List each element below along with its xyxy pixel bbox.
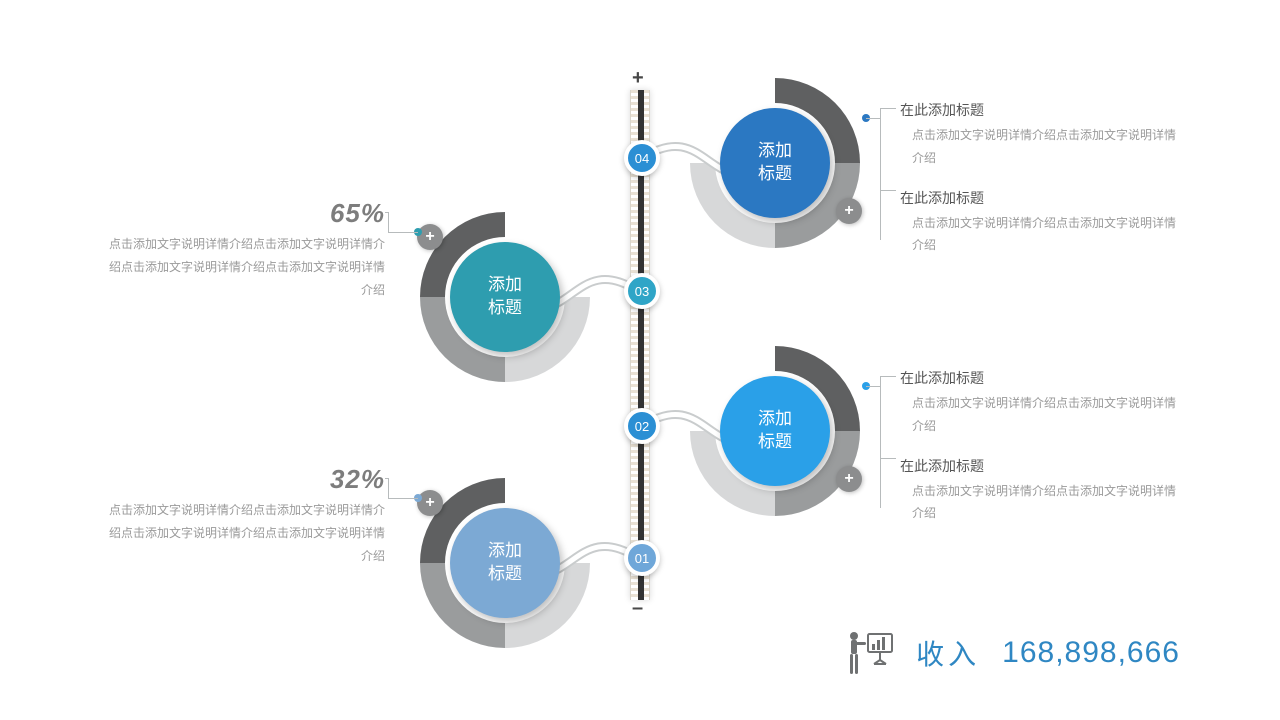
item-desc: 点击添加文字说明详情介绍点击添加文字说明详情介绍 [900,480,1180,526]
right-text-group: 在此添加标题 点击添加文字说明详情介绍点击添加文字说明详情介绍 在此添加标题 点… [900,368,1180,543]
step-badge: 01 [624,540,660,576]
right-text-item: 在此添加标题 点击添加文字说明详情介绍点击添加文字说明详情介绍 [900,456,1180,526]
item-desc: 点击添加文字说明详情介绍点击添加文字说明详情介绍 [900,124,1180,170]
percentage-label: 32% [105,464,385,495]
item-desc: 点击添加文字说明详情介绍点击添加文字说明详情介绍 [900,212,1180,258]
presenter-icon [844,630,894,676]
footer-revenue: 收入 168,898,666 [844,630,1180,676]
left-text-block: 65% 点击添加文字说明详情介绍点击添加文字说明详情介绍点击添加文字说明详情介绍… [105,198,385,301]
left-text-block: 32% 点击添加文字说明详情介绍点击添加文字说明详情介绍点击添加文字说明详情介绍… [105,464,385,567]
footer-label: 收入 [916,633,980,673]
right-text-item: 在此添加标题 点击添加文字说明详情介绍点击添加文字说明详情介绍 [900,368,1180,438]
topic-circle-line1: 添加 [488,540,522,563]
item-title: 在此添加标题 [900,100,1180,120]
description-text: 点击添加文字说明详情介绍点击添加文字说明详情介绍点击添加文字说明详情介绍点击添加… [105,499,385,567]
right-text-item: 在此添加标题 点击添加文字说明详情介绍点击添加文字说明详情介绍 [900,100,1180,170]
item-title: 在此添加标题 [900,188,1180,208]
topic-circle-line2: 标题 [488,563,522,586]
plus-icon: + [417,490,443,516]
percentage-label: 65% [105,198,385,229]
item-desc: 点击添加文字说明详情介绍点击添加文字说明详情介绍 [900,392,1180,438]
right-text-group: 在此添加标题 点击添加文字说明详情介绍点击添加文字说明详情介绍 在此添加标题 点… [900,100,1180,275]
infographic-canvas: + – 添加 标题 +04 添加 标题 [0,0,1280,720]
topic-circle: 添加 标题 [450,508,560,618]
footer-value: 168,898,666 [1002,636,1180,670]
item-title: 在此添加标题 [900,368,1180,388]
item-title: 在此添加标题 [900,456,1180,476]
right-text-item: 在此添加标题 点击添加文字说明详情介绍点击添加文字说明详情介绍 [900,188,1180,258]
description-text: 点击添加文字说明详情介绍点击添加文字说明详情介绍点击添加文字说明详情介绍点击添加… [105,233,385,301]
